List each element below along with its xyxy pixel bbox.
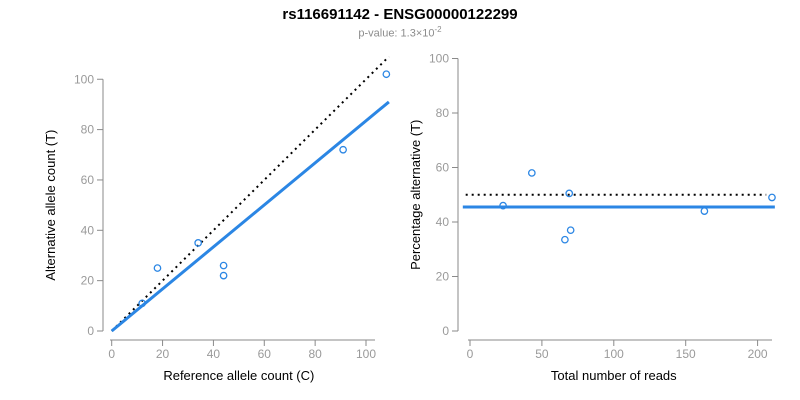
figure-title: rs116691142 - ENSG00000122299 (282, 6, 518, 23)
right-data-point (768, 193, 776, 202)
left-x-axis-title: Reference allele count (C) (163, 368, 314, 383)
left-y-tick-label: 80 (81, 123, 95, 137)
left-x-tick-label: 0 (108, 347, 115, 361)
left-y-tick-label: 40 (81, 223, 95, 237)
right-y-tick-label: 80 (436, 106, 450, 120)
pvalue-text: p-value: 1.3×10 (358, 27, 435, 40)
right-y-tick-label: 40 (436, 215, 450, 229)
left-y-tick-label: 60 (81, 173, 95, 187)
left-data-point (382, 70, 391, 79)
right-data-point (565, 189, 574, 198)
right-x-tick-label: 0 (467, 347, 474, 361)
left-x-tick-label: 60 (258, 347, 272, 361)
left-identity-line (110, 55, 390, 332)
left-data-point (194, 239, 203, 247)
left-data-point (138, 299, 147, 308)
right-data-point (561, 235, 569, 244)
right-data-point (566, 226, 575, 235)
right-y-tick-label: 0 (442, 324, 449, 338)
left-x-tick-label: 100 (356, 347, 376, 361)
left-data-point (219, 261, 228, 270)
right-y-tick-label: 60 (436, 161, 450, 175)
left-data-point (339, 145, 347, 154)
left-x-tick-label: 40 (207, 347, 221, 361)
left-fit-line (110, 100, 390, 333)
right-y-tick-label: 20 (436, 270, 450, 284)
right-x-tick-label: 200 (748, 347, 768, 361)
figure-subtitle: p-value: 1.3×10-2 (0, 25, 800, 40)
left-x-tick-label: 20 (156, 347, 170, 361)
right-data-point (700, 207, 709, 215)
right-y-tick-label: 100 (429, 52, 449, 66)
left-y-tick-label: 100 (74, 72, 94, 86)
left-y-tick-label: 0 (87, 324, 94, 338)
left-y-axis-title: Alternative allele count (T) (43, 130, 58, 281)
right-x-axis-title: Total number of reads (551, 368, 677, 383)
left-y-tick-label: 20 (81, 274, 95, 288)
left-data-point (153, 264, 162, 272)
right-y-axis-title: Percentage alternative (T) (408, 120, 423, 270)
right-x-tick-label: 100 (604, 347, 624, 361)
right-data-point (527, 169, 536, 177)
left-x-tick-label: 80 (308, 347, 322, 361)
left-data-point (219, 271, 228, 280)
right-x-tick-label: 50 (535, 347, 549, 361)
right-data-point (499, 201, 507, 210)
right-x-tick-label: 150 (676, 347, 696, 361)
pvalue-exponent: -2 (434, 25, 442, 34)
